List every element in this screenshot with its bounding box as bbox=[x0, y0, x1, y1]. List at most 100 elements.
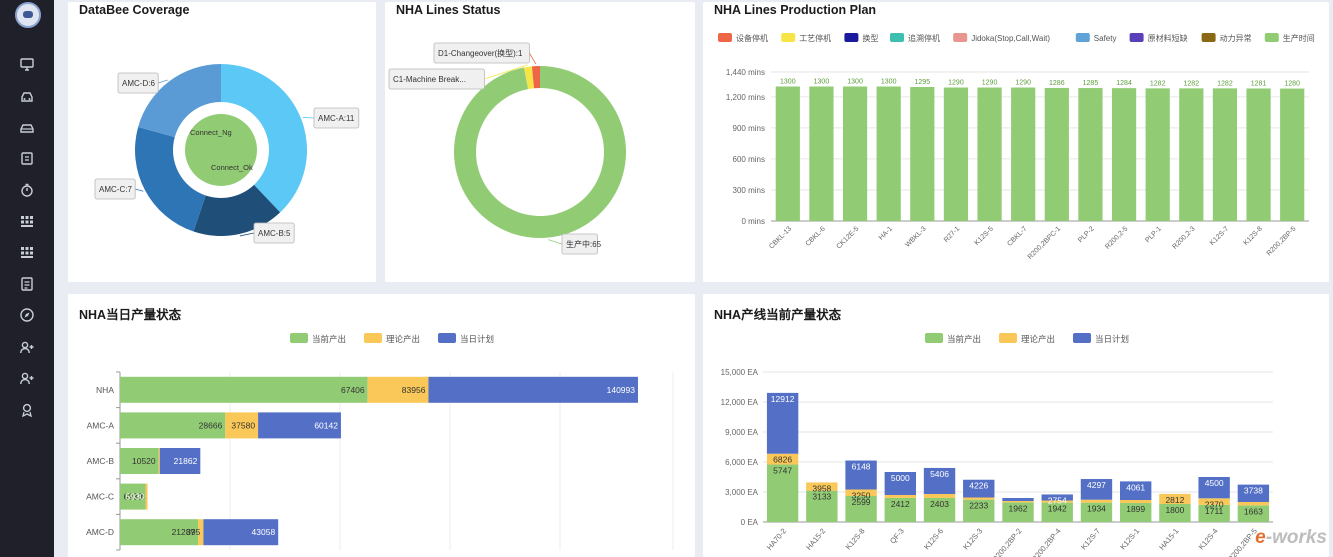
today-value-label: 28666 bbox=[199, 420, 223, 430]
current-x-tick: K12S-1 bbox=[1118, 527, 1141, 552]
current-bar-segment bbox=[766, 392, 799, 454]
current-bar-segment bbox=[963, 499, 995, 522]
plan-bar bbox=[809, 86, 834, 221]
document-icon[interactable] bbox=[19, 276, 35, 292]
plan-value-label: 1295 bbox=[915, 79, 931, 86]
eworks-watermark: e-works bbox=[1255, 527, 1327, 548]
add-user-icon[interactable] bbox=[19, 370, 35, 386]
plan-legend-swatch bbox=[1129, 33, 1144, 42]
plan-legend-label: 原材料短缺 bbox=[1148, 33, 1188, 43]
stopwatch-icon[interactable] bbox=[19, 182, 35, 198]
grid-icon[interactable] bbox=[19, 244, 35, 260]
plan-legend-swatch bbox=[890, 33, 904, 42]
current-y-tick: 0 EA bbox=[741, 518, 759, 527]
plan-x-tick: K12S-7 bbox=[1209, 225, 1231, 247]
plan-x-tick: WBKL-3 bbox=[904, 225, 927, 248]
monitor-icon[interactable] bbox=[19, 56, 35, 72]
current-bar-segment bbox=[1120, 503, 1152, 522]
plan-legend-label: 追溯停机 bbox=[908, 33, 940, 43]
coverage-slice-label-box bbox=[253, 222, 295, 244]
plan-bar bbox=[943, 87, 969, 221]
current-bar-segment bbox=[806, 482, 838, 491]
today-value-label: 6933 bbox=[124, 492, 143, 502]
coverage-inner-label: Connect_Ok bbox=[211, 163, 253, 172]
plan-bar bbox=[1111, 88, 1137, 222]
today-legend-label: 当前产出 bbox=[312, 334, 346, 344]
plan-legend-label: 设备停机 bbox=[736, 33, 768, 43]
current-value-label: 1663 bbox=[1244, 506, 1263, 516]
clipboard-icon[interactable] bbox=[19, 150, 35, 166]
today-category-label: AMC-D bbox=[86, 527, 114, 537]
current-bar-segment bbox=[1002, 498, 1034, 501]
current-bar-segment bbox=[845, 489, 877, 497]
today-bar-segment bbox=[120, 448, 159, 474]
today-category-label: AMC-B bbox=[87, 456, 115, 466]
plan-x-tick: CBKL-7 bbox=[1006, 225, 1028, 247]
car-icon[interactable] bbox=[19, 88, 35, 104]
current-bar-segment bbox=[845, 460, 877, 490]
today-legend-swatch bbox=[364, 333, 382, 343]
coverage-slice-label: AMC-C:7 bbox=[99, 185, 132, 194]
current-x-tick: QF-3 bbox=[888, 527, 906, 546]
coverage-title: DataBee Coverage bbox=[79, 3, 190, 17]
current-value-label: 4061 bbox=[1126, 482, 1145, 492]
coverage-leader-line bbox=[158, 79, 168, 84]
add-user-icon[interactable] bbox=[19, 339, 35, 355]
plan-bar bbox=[1011, 87, 1036, 221]
plan-bar bbox=[1212, 88, 1238, 222]
grid-icon[interactable] bbox=[19, 213, 35, 229]
current-bar-segment bbox=[1120, 500, 1152, 504]
status-leader-line bbox=[484, 64, 528, 80]
current-value-label: 3133 bbox=[812, 492, 831, 502]
coverage-slice-label: AMC-B:5 bbox=[258, 229, 291, 238]
plan-x-tick: PLP-1 bbox=[1144, 225, 1163, 244]
today-bar-segment bbox=[120, 376, 368, 403]
plan-value-label: 1300 bbox=[814, 78, 830, 85]
current-value-label: 1711 bbox=[1205, 506, 1224, 516]
current-chart: 当前产出 理论产出 当日计划 0 EA 3,000 EA 6,000 EA 9,000 EA… bbox=[721, 333, 1273, 557]
plan-x-tick: K12S-5 bbox=[974, 225, 996, 247]
current-x-tick: HA15-2 bbox=[804, 527, 827, 552]
today-value-label: 67406 bbox=[341, 385, 365, 395]
coverage-chart: Connect_Ng Connect_Ok AMC-A:11 AMC-B:5 AMC-C… bbox=[94, 64, 360, 244]
today-title: NHA当日产量状态 bbox=[79, 308, 182, 322]
user-badge-icon[interactable] bbox=[19, 402, 35, 418]
compass-icon[interactable] bbox=[19, 307, 35, 323]
current-bar-segment bbox=[1237, 505, 1270, 522]
plan-panel: NHA Lines Production Plan 设备停机 工艺停机 换型 追溯停机… bbox=[703, 2, 1329, 282]
today-legend-label: 当日计划 bbox=[460, 334, 494, 344]
current-x-tick: K12S-4 bbox=[1197, 527, 1220, 552]
current-x-tick: HA70-2 bbox=[765, 527, 788, 552]
current-x-tick: K12S-6 bbox=[922, 527, 945, 552]
status-chart: 生产中:65 C1-Machine Break... D1-Changeover(换… bbox=[388, 42, 626, 255]
plan-title: NHA Lines Production Plan bbox=[714, 3, 877, 17]
coverage-panel: DataBee Coverage Connect_Ng Connect_Ok AMC… bbox=[68, 2, 376, 282]
current-value-label: 2754 bbox=[1048, 495, 1067, 505]
current-value-label: 6148 bbox=[852, 462, 871, 472]
coverage-slice-label: AMC-A:11 bbox=[318, 114, 355, 123]
current-bar-segment bbox=[1002, 501, 1034, 503]
today-legend-swatch bbox=[438, 333, 456, 343]
plan-bar bbox=[775, 86, 800, 221]
robot-logo-icon[interactable] bbox=[15, 2, 41, 28]
current-bar-segment bbox=[1159, 504, 1191, 522]
plan-y-tick: 300 mins bbox=[733, 186, 765, 195]
plan-y-tick: 900 mins bbox=[733, 124, 765, 133]
current-bar-segment bbox=[766, 453, 799, 465]
today-bar-segment bbox=[120, 519, 199, 546]
status-leader-line bbox=[529, 52, 537, 65]
current-y-tick: 9,000 EA bbox=[725, 428, 759, 437]
plan-legend-label: 动力异常 bbox=[1220, 33, 1252, 43]
status-slice-label: C1-Machine Break... bbox=[393, 75, 466, 84]
today-bar-segment bbox=[367, 376, 429, 403]
today-value-label: 6 bbox=[140, 492, 145, 502]
car-side-icon[interactable] bbox=[19, 119, 35, 135]
current-bar-segment bbox=[1237, 502, 1270, 506]
today-value-label: 21862 bbox=[174, 456, 198, 466]
current-x-tick: K12S-7 bbox=[1079, 527, 1102, 552]
plan-value-label: 1300 bbox=[847, 78, 863, 85]
plan-legend-swatch bbox=[844, 33, 859, 42]
current-value-label: 1962 bbox=[1009, 503, 1028, 513]
today-value-label: 37580 bbox=[231, 420, 255, 430]
plan-value-label: 1282 bbox=[1184, 80, 1200, 87]
